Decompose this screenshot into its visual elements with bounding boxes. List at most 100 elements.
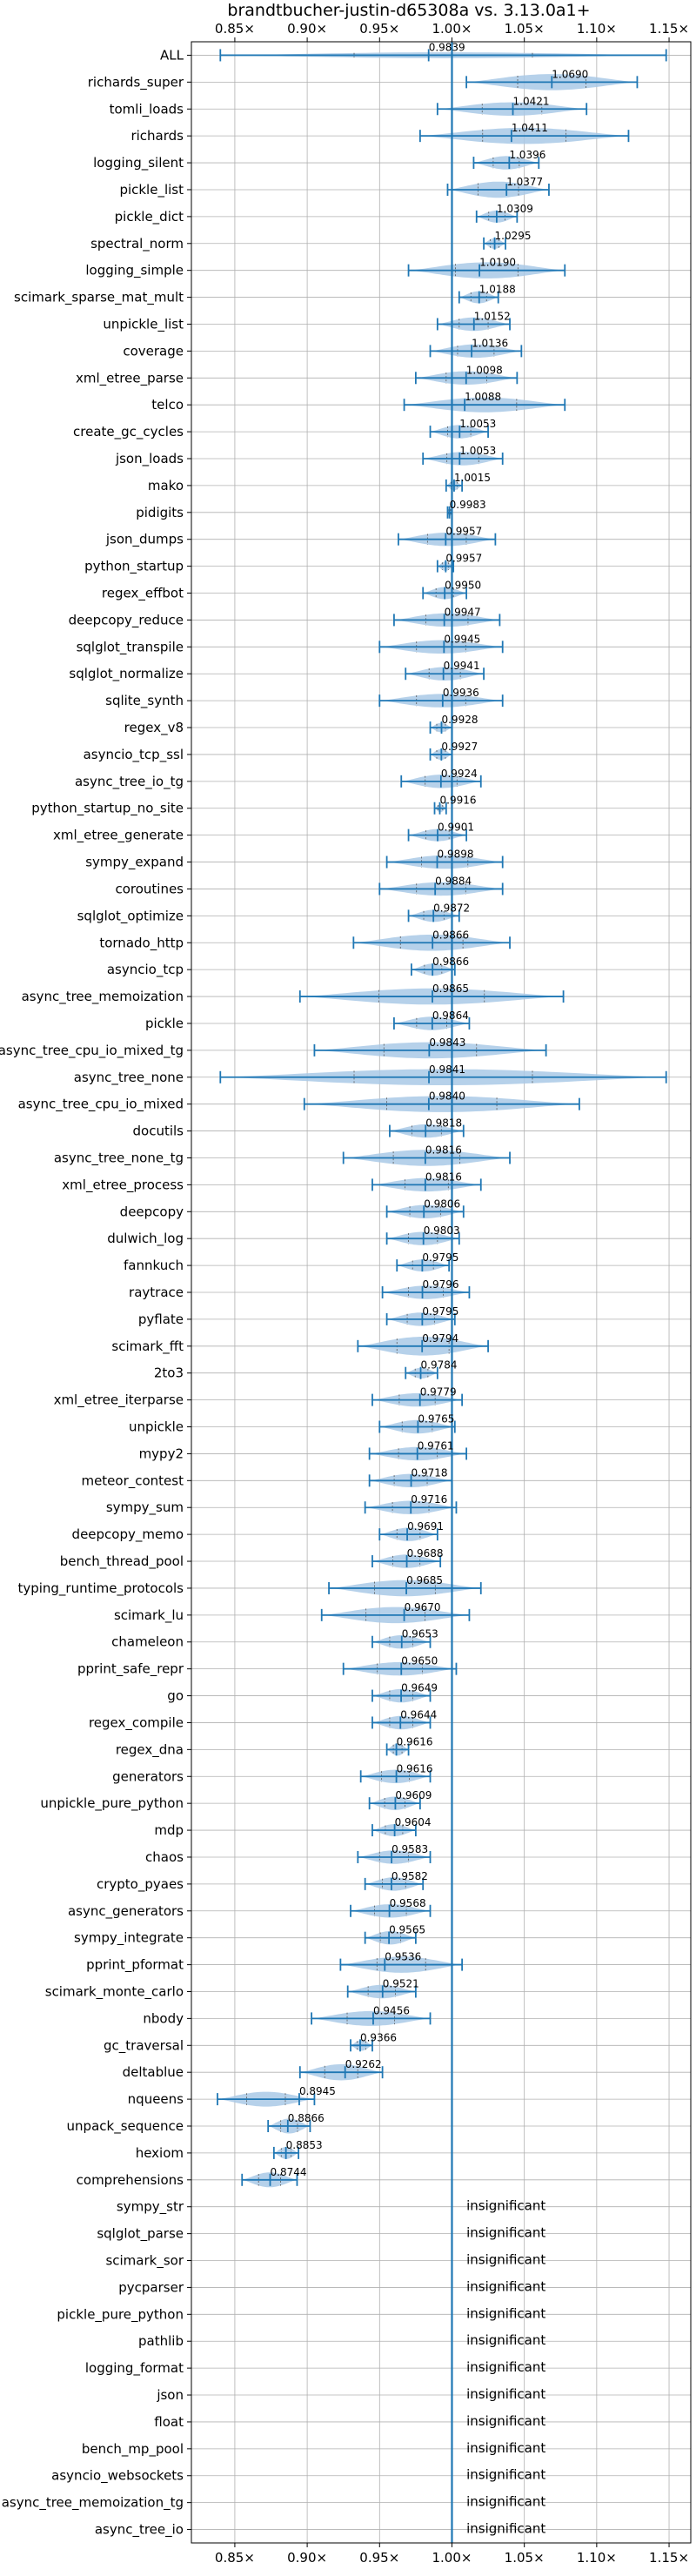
- x-tick-label-bottom: 0.85×: [215, 2550, 255, 2566]
- value-label: 0.9568: [390, 1897, 426, 1909]
- y-tick-label: xml_etree_process: [62, 1177, 184, 1193]
- value-label: 1.0015: [454, 472, 491, 484]
- y-tick-label: async_tree_memoization: [22, 989, 184, 1005]
- value-label: 0.9928: [441, 714, 478, 726]
- value-label: 0.9947: [445, 606, 481, 618]
- value-label: 0.9653: [402, 1628, 438, 1640]
- y-axis-labels: ALL richards_super tomli_loads richards logg…: [0, 47, 184, 2538]
- value-label: 1.0188: [479, 284, 516, 296]
- y-tick-label: coverage: [123, 343, 184, 359]
- value-label: 0.9864: [432, 1010, 469, 1022]
- value-label: 0.9866: [432, 929, 469, 941]
- value-label: 1.0152: [474, 310, 511, 322]
- y-tick-label: 2to3: [154, 1365, 184, 1381]
- y-tick-label: deepcopy_memo: [72, 1526, 184, 1543]
- value-label: 0.9521: [383, 1977, 419, 1989]
- y-tick-label: go: [167, 1688, 184, 1704]
- x-tick-label-bottom: 1.15×: [649, 2550, 689, 2566]
- y-tick-label: deltablue: [123, 2064, 184, 2080]
- y-tick-label: sympy_integrate: [74, 1930, 184, 1947]
- y-tick-label: pidigits: [136, 505, 184, 520]
- y-tick-label: logging_format: [85, 2360, 184, 2377]
- plot-frame: [191, 41, 692, 2544]
- value-label: 0.9604: [395, 1816, 432, 1828]
- x-tick-label-bottom: 0.90×: [287, 2550, 327, 2566]
- y-tick-label: xml_etree_iterparse: [54, 1392, 184, 1409]
- value-label: 0.9840: [429, 1090, 465, 1103]
- value-label: 0.9685: [406, 1574, 443, 1587]
- value-label: 0.9650: [401, 1655, 438, 1667]
- value-label: 1.0295: [495, 230, 532, 242]
- y-tick-label: pickle: [145, 1016, 184, 1031]
- value-label: 0.9582: [392, 1870, 428, 1882]
- y-tick-label: async_generators: [68, 1903, 184, 1920]
- value-label: 1.0088: [465, 391, 501, 403]
- y-tick-label: pprint_pformat: [86, 1957, 184, 1974]
- y-tick-label: sympy_str: [117, 2199, 184, 2216]
- y-tick-label: scimark_fft: [111, 1338, 184, 1355]
- y-tick-label: dulwich_log: [107, 1231, 184, 1247]
- x-tick-label-top: 1.00×: [432, 21, 472, 37]
- value-label: 0.9816: [425, 1144, 462, 1156]
- y-tick-label: sympy_expand: [85, 855, 184, 871]
- value-label: 0.9456: [373, 2004, 410, 2016]
- x-tick-label-top: 0.95×: [359, 21, 399, 37]
- value-label: 1.0421: [513, 95, 550, 107]
- value-label: 0.9795: [422, 1305, 458, 1318]
- value-label: 1.0411: [512, 122, 548, 134]
- value-label: 0.9716: [411, 1493, 447, 1506]
- value-label: 0.9843: [429, 1036, 465, 1049]
- value-label: 1.0190: [479, 257, 516, 269]
- value-label: 0.9688: [407, 1547, 444, 1560]
- x-tick-label-bottom: 0.95×: [359, 2550, 399, 2566]
- y-tick-label: bench_mp_pool: [82, 2441, 184, 2458]
- value-label: 0.9872: [433, 902, 470, 914]
- value-label: 0.9784: [421, 1359, 458, 1372]
- y-tick-label: sqlglot_parse: [97, 2226, 184, 2243]
- y-tick-label: asyncio_tcp: [107, 962, 184, 978]
- value-label: 0.9262: [345, 2058, 382, 2070]
- value-label: 0.9806: [424, 1197, 460, 1210]
- y-tick-label: unpack_sequence: [67, 2118, 184, 2135]
- y-tick-label: scimark_sor: [105, 2253, 184, 2270]
- y-tick-label: async_tree_none_tg: [54, 1150, 184, 1166]
- value-label: 0.9941: [444, 660, 480, 672]
- value-label: 0.9884: [435, 875, 472, 887]
- y-tick-label: async_tree_io_tg: [75, 774, 184, 790]
- y-tick-label: mdp: [154, 1822, 184, 1838]
- value-label: 0.9950: [445, 580, 481, 592]
- value-label: 1.0690: [552, 68, 588, 80]
- y-tick-label: asyncio_websockets: [51, 2468, 184, 2485]
- value-label: 0.9765: [418, 1413, 454, 1426]
- y-tick-label: gc_traversal: [104, 2037, 184, 2054]
- y-tick-label: unpickle_pure_python: [40, 1795, 184, 1812]
- y-tick-label: fannkuch: [124, 1258, 184, 1273]
- value-label: 0.9865: [432, 983, 469, 995]
- y-tick-label: regex_effbot: [102, 586, 184, 602]
- y-tick-label: pickle_list: [119, 182, 184, 198]
- value-label: 0.9616: [397, 1762, 433, 1774]
- chart-title: brandtbucher-justin-d65308a vs. 3.13.0a1…: [227, 1, 590, 20]
- x-tick-label-top: 1.10×: [577, 21, 617, 37]
- insignificant-label: insignificant: [466, 2386, 545, 2402]
- y-tick-label: logging_simple: [85, 263, 184, 279]
- value-labels: 0.9839 1.0690 1.0421 1.0411 1.0396 1.0377 1.03…: [271, 41, 589, 2536]
- insignificant-label: insignificant: [466, 2252, 545, 2268]
- y-tick-label: unpickle: [129, 1419, 184, 1435]
- y-tick-label: async_tree_io: [95, 2522, 184, 2539]
- value-label: 0.9945: [444, 633, 480, 645]
- y-tick-label: xml_etree_generate: [53, 828, 184, 844]
- y-tick-label: scimark_lu: [114, 1607, 184, 1624]
- value-label: 0.9936: [443, 687, 479, 699]
- value-label: 0.9366: [360, 2031, 397, 2043]
- y-tick-label: pyflate: [138, 1311, 184, 1327]
- y-tick-label: sympy_sum: [106, 1499, 184, 1516]
- y-tick-label: generators: [112, 1768, 184, 1784]
- y-tick-label: pickle_dict: [115, 209, 184, 225]
- y-tick-label: mako: [148, 478, 184, 493]
- y-tick-label: ALL: [160, 47, 184, 63]
- value-label: 0.9796: [423, 1278, 459, 1291]
- value-label: 0.9957: [445, 526, 482, 538]
- insignificant-label: insignificant: [466, 2494, 545, 2510]
